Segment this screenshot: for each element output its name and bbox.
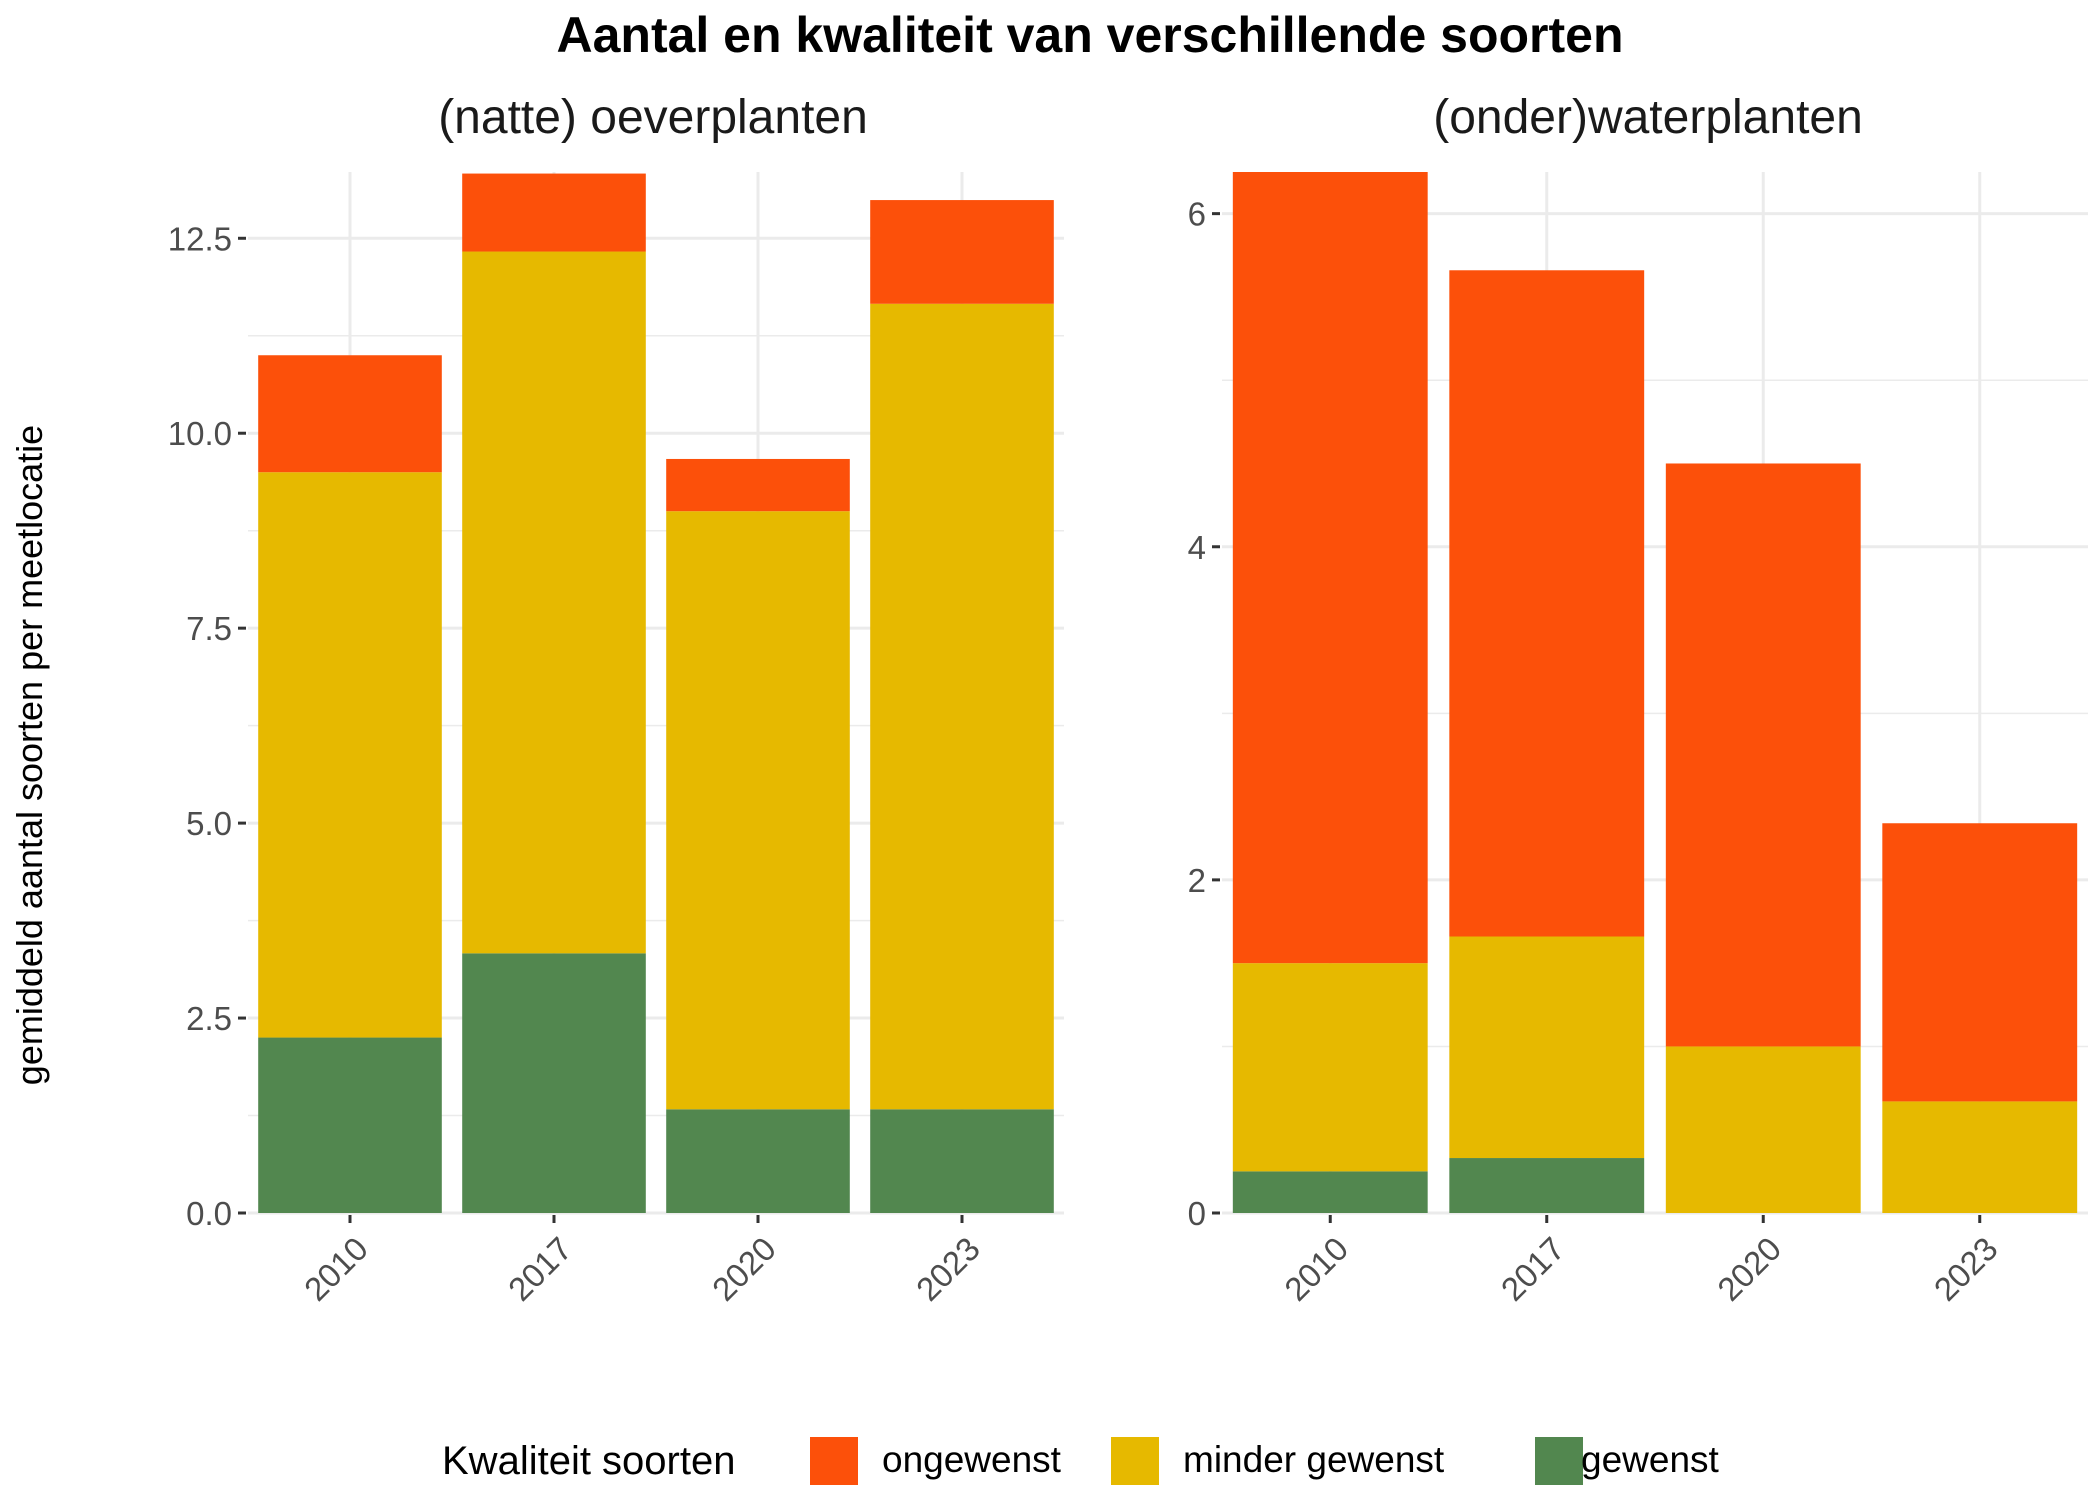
y-tick-label: 12.5 [168,220,232,257]
bar-ongewenst-2023 [1882,823,2078,1102]
legend-swatch-minder-gewenst [1111,1437,1159,1485]
x-tick-label: 2017 [501,1230,579,1308]
legend-label-ongewenst: ongewenst [882,1439,1062,1480]
y-axis: 0.0 2.5 5.0 7.5 10.0 12.5 [168,220,246,1232]
bar-minder-gewenst-2020 [1665,1046,1861,1213]
bar-gewenst-2017 [1449,1158,1645,1213]
panel-oeverplanten: (natte) oeverplanten 0.0 2.5 5.0 7.5 10.0 12.5… [168,91,1064,1308]
bar-ongewenst-2010 [258,355,442,473]
x-tick-label: 2017 [1494,1230,1572,1308]
bar-ongewenst-2017 [462,173,646,252]
bar-gewenst-2010 [258,1037,442,1213]
panel-title-oeverplanten: (natte) oeverplanten [438,91,868,144]
y-tick-label: 2 [1188,862,1206,899]
bar-minder-gewenst-2023 [1882,1101,2078,1213]
bar-minder-gewenst-2023 [870,303,1054,1110]
y-tick-label: 4 [1188,529,1206,566]
y-tick-label: 5.0 [186,805,232,842]
legend: Kwaliteit soorten ongewenst minder gewen… [442,1437,1720,1485]
x-tick-label: 2010 [297,1230,375,1308]
legend-label-minder-gewenst: minder gewenst [1183,1439,1445,1480]
y-tick-label: 2.5 [186,1000,232,1037]
bar-ongewenst-2020 [1665,463,1861,1047]
bar-gewenst-2020 [666,1109,850,1213]
bars [1232,172,2078,1213]
legend-swatch-ongewenst [810,1437,858,1485]
bar-ongewenst-2010 [1232,172,1428,964]
legend-swatch-gewenst [1535,1437,1583,1485]
bar-gewenst-2017 [462,953,646,1213]
bar-ongewenst-2017 [1449,270,1645,937]
bar-gewenst-2023 [870,1109,1054,1213]
bar-minder-gewenst-2017 [1449,936,1645,1159]
x-tick-label: 2023 [909,1230,987,1308]
bar-ongewenst-2020 [666,458,850,512]
bar-minder-gewenst-2017 [462,251,646,954]
x-axis: 2010 2017 2020 2023 [1277,1215,2005,1308]
y-tick-label: 0.0 [186,1195,232,1232]
bar-gewenst-2010 [1232,1171,1428,1213]
x-axis: 2010 2017 2020 2023 [297,1215,987,1308]
bar-minder-gewenst-2010 [1232,963,1428,1172]
panel-title-waterplanten: (onder)waterplanten [1433,91,1863,144]
x-tick-label: 2023 [1927,1230,2005,1308]
x-tick-label: 2010 [1277,1230,1355,1308]
bar-minder-gewenst-2020 [666,511,850,1110]
bars [258,173,1054,1213]
y-tick-label: 0 [1188,1195,1206,1232]
bar-ongewenst-2023 [870,200,1054,304]
x-tick-label: 2020 [705,1230,783,1308]
bar-minder-gewenst-2010 [258,472,442,1038]
y-axis: 0 2 4 6 [1188,196,1220,1232]
x-tick-label: 2020 [1710,1230,1788,1308]
panel-waterplanten: (onder)waterplanten 0 2 4 6 2010 2017 2020 2023 [1188,91,2088,1308]
legend-label-gewenst: gewenst [1581,1439,1720,1480]
legend-title: Kwaliteit soorten [442,1439,735,1483]
y-tick-label: 6 [1188,196,1206,233]
y-tick-label: 10.0 [168,415,232,452]
y-axis-label: gemiddeld aantal soorten per meetlocatie [9,425,50,1085]
chart-title: Aantal en kwaliteit van verschillende so… [556,7,1623,63]
y-tick-label: 7.5 [186,610,232,647]
